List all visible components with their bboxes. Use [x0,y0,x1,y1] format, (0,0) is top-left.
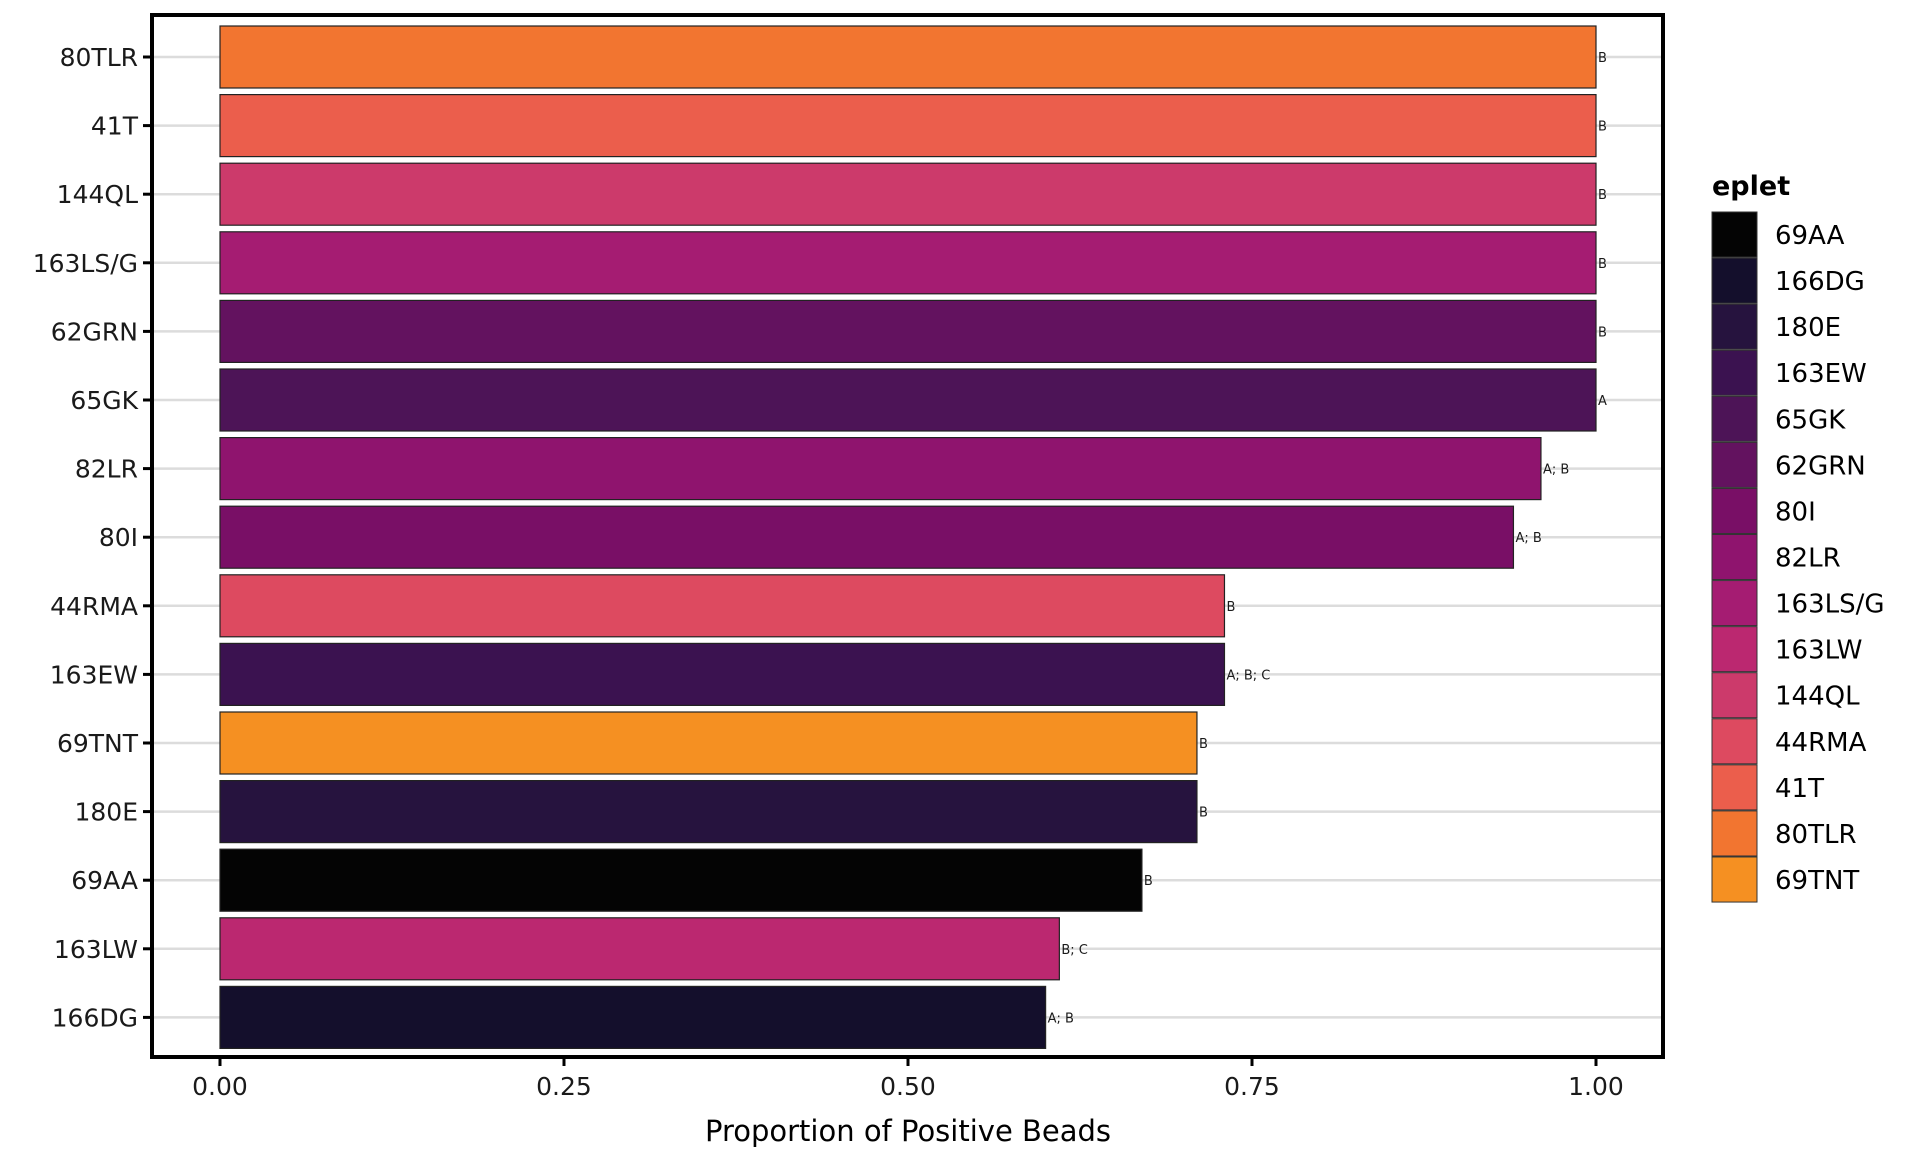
legend-label: 65GK [1775,405,1846,435]
legend-label: 163LW [1775,636,1862,666]
bar-label: A; B [1048,1011,1074,1026]
legend-key [1711,257,1758,304]
y-tick-label: 166DG [52,1003,138,1032]
bar-41t [219,93,1597,158]
legend-label: 80TLR [1775,820,1857,850]
x-tick-label: 0.50 [880,1072,936,1101]
x-tick-label: 1.00 [1568,1072,1624,1101]
bar-80tlr [219,25,1597,89]
bar-label: B [1598,51,1607,66]
legend: eplet 69AA 166DG 180E 163EW 65GK 62GRN 80I 82LR… [1711,171,1885,903]
y-tick-label: 163LW [54,935,138,964]
legend-key [1711,211,1758,258]
bar-label: B [1598,120,1607,135]
y-tick-label: 65GK [70,386,138,415]
legend-key [1711,441,1758,488]
y-tick-label: 144QL [57,180,138,209]
legend-label: 180E [1775,313,1841,343]
legend-label: 82LR [1775,543,1841,573]
bar-label: B [1199,737,1208,752]
legend-label: 80I [1775,497,1816,527]
legend-key [1711,303,1758,350]
bar-label: B [1226,600,1235,615]
y-tick-label: 69TNT [57,729,139,758]
legend-label: 69TNT [1775,866,1859,896]
bar-labels: B B B B B A A; B A; B B A; B; C B B B B; C A; B [1048,51,1607,1026]
legend-label: 144QL [1775,682,1860,712]
y-tick-label: 163LS/G [33,249,138,278]
bar-label: B [1598,188,1607,203]
legend-key [1711,672,1758,719]
bar-44rma [219,574,1226,638]
bar-label: B [1144,874,1153,889]
bar-62grn [219,299,1597,363]
y-tick-label: 180E [74,798,138,827]
bar-label: A [1598,394,1607,409]
bar-label: A; B [1543,463,1569,478]
legend-label: 69AA [1775,221,1845,251]
bar-label: B [1598,325,1607,340]
legend-key [1711,856,1758,903]
bar-69tnt [219,711,1198,775]
bar-69aa [219,848,1143,912]
legend-key [1711,626,1758,673]
legend-key [1711,349,1758,396]
legend-label: 163EW [1775,359,1867,389]
bar-65gk [219,368,1597,432]
legend-label: 163LS/G [1775,590,1885,620]
legend-label: 62GRN [1775,451,1866,481]
bar-163ls-g [219,231,1597,295]
legend-title: eplet [1712,171,1790,202]
bar-label: B [1199,806,1208,821]
y-axis: 80TLR 41T 144QL 163LS/G 62GRN 65GK 82LR 80I 44RM… [33,43,152,1032]
bar-82lr [219,437,1542,501]
legend-label: 166DG [1775,267,1865,297]
bar-label: B; C [1061,943,1088,958]
x-axis-title: Proportion of Positive Beads [705,1114,1111,1148]
x-axis: 0.00 0.25 0.50 0.75 1.00 [192,1057,1624,1101]
y-tick-label: 82LR [75,455,138,484]
y-tick-label: 163EW [50,660,138,689]
bar-166dg [219,985,1047,1050]
bar-144ql [219,162,1597,226]
bar-180e [219,779,1198,844]
legend-key [1711,810,1758,857]
y-tick-label: 80TLR [60,43,138,72]
x-tick-label: 0.25 [536,1072,592,1101]
legend-key [1711,718,1758,765]
bar-label: A; B [1515,531,1541,546]
legend-key [1711,395,1758,442]
legend-key [1711,580,1758,627]
y-tick-label: 80I [99,523,138,552]
bar-163ew [219,642,1226,707]
y-tick-label: 69AA [71,866,138,895]
bar-163lw [219,917,1060,981]
y-tick-label: 44RMA [50,592,138,621]
x-tick-label: 0.00 [192,1072,248,1101]
x-tick-label: 0.75 [1224,1072,1280,1101]
legend-label: 41T [1775,774,1824,804]
legend-key [1711,764,1758,811]
legend-key [1711,487,1758,534]
bar-label: B [1598,257,1607,272]
bar-80i [219,505,1515,569]
bars [219,25,1597,1050]
y-tick-label: 62GRN [51,317,138,346]
bar-label: A; B; C [1226,668,1270,683]
legend-key [1711,533,1758,581]
legend-label: 44RMA [1775,728,1867,758]
y-tick-label: 41T [91,112,139,141]
